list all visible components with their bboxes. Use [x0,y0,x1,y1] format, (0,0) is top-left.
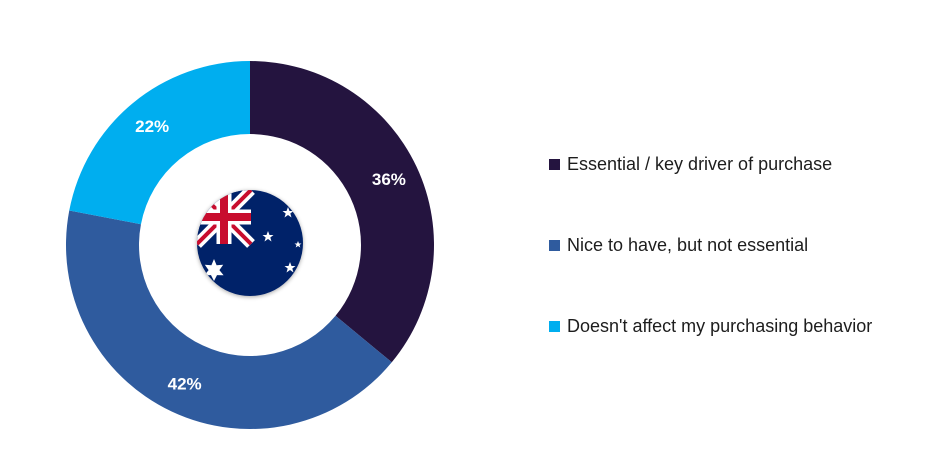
slice-labels: 36% 42% 22% [135,117,406,393]
data-label-essential: 36% [372,170,406,189]
legend-swatch-nice-to-have [549,239,560,251]
legend-item-nice-to-have: Nice to have, but not essential [549,231,939,259]
data-label-no-effect: 22% [135,117,169,136]
donut-slice-nice-to-have [65,210,392,429]
legend-label-nice-to-have: Nice to have, but not essential [567,234,809,255]
legend-swatch-no-effect [549,320,560,332]
legend-item-no-effect: Doesn't affect my purchasing behavior [549,312,939,340]
australia-flag-icon [197,190,303,296]
donut-slice-essential [250,61,434,363]
legend-swatch-essential [549,158,560,170]
donut-slice-no-effect [69,61,250,225]
legend-label-no-effect: Doesn't affect my purchasing behavior [567,315,873,336]
data-label-nice-to-have: 42% [168,374,202,393]
legend-label-essential: Essential / key driver of purchase [567,153,833,174]
chart-legend: Essential / key driver of purchase Nice … [549,150,939,340]
donut-slices [65,61,434,429]
legend-item-essential: Essential / key driver of purchase [549,150,939,178]
